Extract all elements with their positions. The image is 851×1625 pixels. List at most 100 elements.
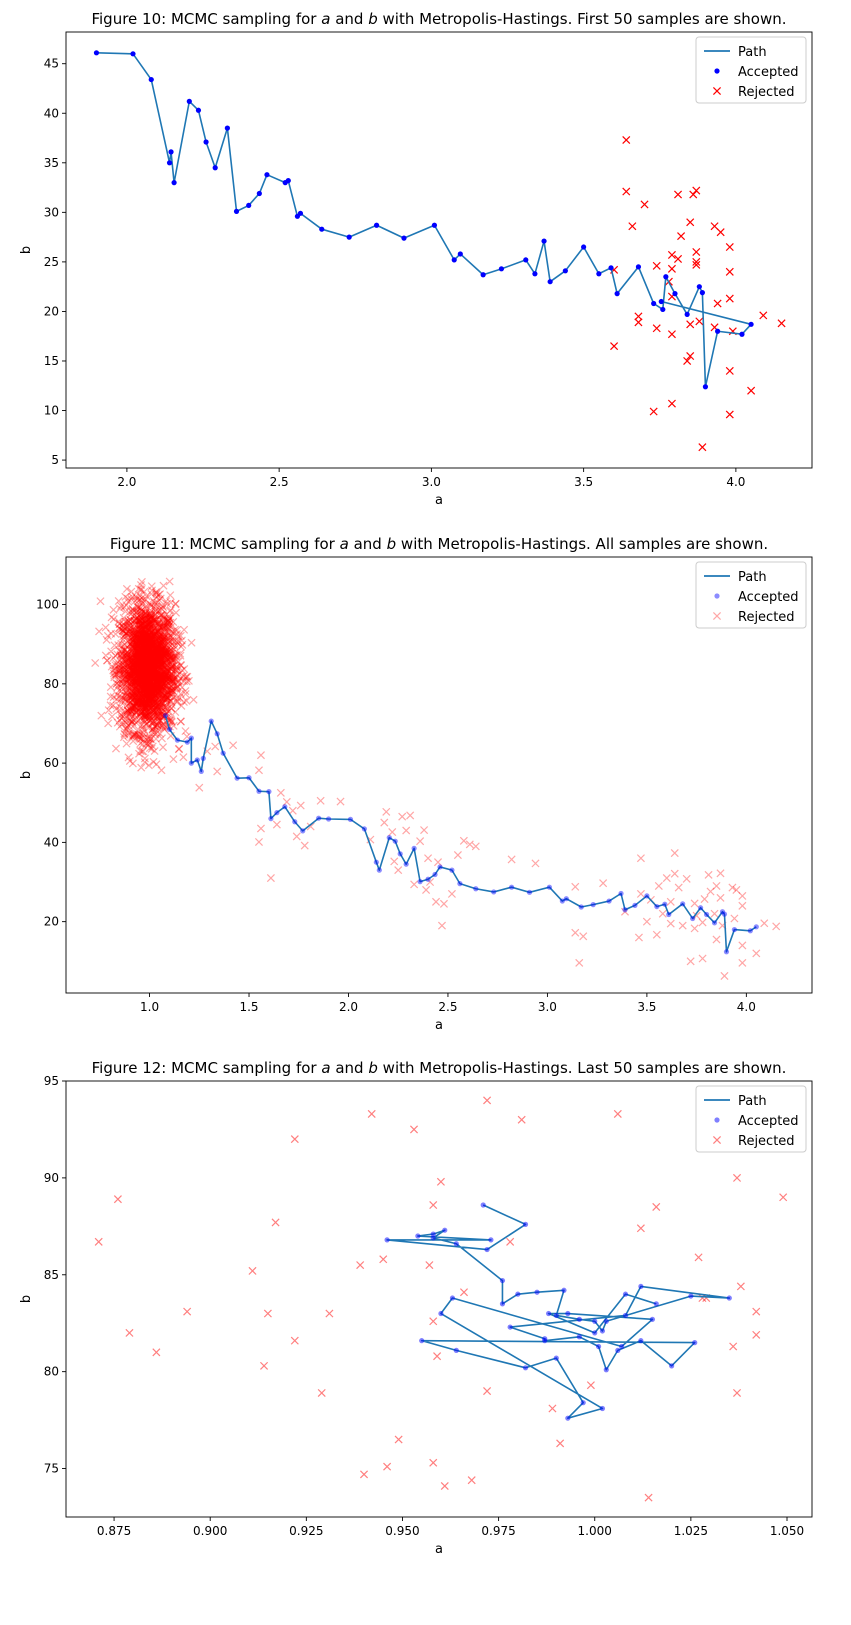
rejected-cloud-marker <box>129 683 138 693</box>
rejected-marker <box>720 971 729 980</box>
rejected-cloud-marker <box>145 660 154 669</box>
rejected-marker <box>695 317 704 326</box>
accepted-marker <box>658 298 664 305</box>
rejected-cloud-marker <box>146 657 155 666</box>
rejected-cloud-marker <box>169 671 178 680</box>
rejected-cloud-marker <box>129 629 138 638</box>
rejected-cloud-marker <box>131 699 140 708</box>
rejected-cloud-marker <box>147 633 156 642</box>
rejected-cloud-marker <box>140 671 149 680</box>
rejected-cloud-marker <box>138 697 147 706</box>
rejected-cloud-marker <box>138 672 147 681</box>
rejected-cloud-marker <box>130 631 139 640</box>
rejected-cloud-marker <box>152 665 161 674</box>
rejected-cloud-marker <box>141 703 150 712</box>
legend-path-label: Path <box>738 1094 767 1109</box>
accepted-marker <box>666 911 672 918</box>
rejected-marker <box>622 135 631 145</box>
rejected-marker <box>622 187 631 196</box>
accepted-marker <box>200 755 206 761</box>
rejected-cloud-marker <box>146 689 155 698</box>
rejected-cloud-marker <box>157 669 166 678</box>
rejected-cloud-marker <box>137 631 146 640</box>
rejected-cloud-marker <box>146 687 155 696</box>
rejected-cloud-marker <box>128 637 138 646</box>
rejected-cloud-marker <box>97 711 106 720</box>
rejected-cloud-marker <box>143 632 152 641</box>
rejected-marker <box>725 294 734 303</box>
rejected-marker <box>692 257 701 266</box>
rejected-cloud-marker <box>165 688 174 697</box>
rejected-marker <box>690 899 699 908</box>
rejected-cloud-marker <box>150 655 160 664</box>
rejected-cloud-marker <box>160 667 169 676</box>
rejected-cloud-marker <box>145 620 154 629</box>
rejected-cloud-marker <box>140 702 149 711</box>
rejected-cloud-marker <box>147 634 156 643</box>
y-tick-label: 40 <box>44 835 59 849</box>
accepted-marker <box>654 903 660 910</box>
rejected-cloud-marker <box>160 630 169 639</box>
rejected-cloud-marker <box>150 674 159 683</box>
rejected-cloud-marker <box>153 653 162 662</box>
rejected-cloud-marker <box>151 677 160 686</box>
rejected-cloud-marker <box>150 664 159 673</box>
rejected-cloud-marker <box>157 721 166 730</box>
rejected-cloud-marker <box>148 693 157 702</box>
rejected-cloud-marker <box>131 614 140 623</box>
accepted-marker <box>632 902 638 909</box>
rejected-cloud-marker <box>141 680 150 689</box>
rejected-cloud-marker <box>127 640 136 649</box>
rejected-cloud-marker <box>137 700 146 710</box>
legend-accepted-label: Accepted <box>738 590 799 605</box>
rejected-cloud-marker <box>162 656 171 665</box>
rejected-cloud-marker <box>140 708 149 717</box>
rejected-cloud-marker <box>138 665 148 674</box>
rejected-cloud-marker <box>158 685 167 694</box>
accepted-marker <box>300 828 306 834</box>
rejected-cloud-marker <box>161 664 170 673</box>
rejected-cloud-marker <box>150 638 159 647</box>
rejected-cloud-marker <box>165 671 174 680</box>
rejected-marker <box>439 899 448 908</box>
rejected-cloud-marker <box>138 664 147 673</box>
rejected-cloud-marker <box>171 665 180 674</box>
y-tick-label: 15 <box>44 354 59 368</box>
rejected-cloud-marker <box>159 699 168 708</box>
rejected-cloud-marker <box>145 710 154 719</box>
rejected-cloud-marker <box>173 683 182 692</box>
rejected-cloud-marker <box>128 672 137 682</box>
rejected-cloud-marker <box>141 648 150 657</box>
rejected-cloud-marker <box>144 693 153 702</box>
rejected-cloud-marker <box>150 624 159 633</box>
rejected-cloud-marker <box>156 654 165 663</box>
rejected-cloud-marker <box>135 685 144 694</box>
rejected-cloud-marker <box>166 654 175 663</box>
rejected-cloud-marker <box>142 675 151 684</box>
rejected-cloud-marker <box>152 653 161 662</box>
rejected-cloud-marker <box>132 665 141 674</box>
rejected-marker <box>416 837 425 846</box>
rejected-marker <box>610 342 619 351</box>
rejected-cloud-marker <box>158 671 167 680</box>
rejected-cloud-marker <box>139 646 148 655</box>
rejected-cloud-marker <box>141 632 150 641</box>
x-tick-label: 0.925 <box>289 1524 323 1538</box>
rejected-marker <box>673 254 683 263</box>
rejected-cloud-marker <box>174 632 183 641</box>
rejected-cloud-marker <box>140 618 149 627</box>
rejected-cloud-marker <box>126 709 136 718</box>
rejected-cloud-marker <box>151 628 160 637</box>
rejected-cloud-marker <box>133 672 142 681</box>
rejected-cloud-marker <box>131 678 140 687</box>
rejected-cloud-marker <box>134 641 143 650</box>
rejected-cloud-marker <box>135 672 144 681</box>
rejected-cloud-marker <box>133 661 142 670</box>
rejected-cloud-marker <box>149 666 158 675</box>
rejected-cloud-marker <box>145 611 154 620</box>
rejected-cloud-marker <box>137 674 147 683</box>
x-axis-label: a <box>435 493 443 508</box>
rejected-cloud-marker <box>149 649 158 658</box>
rejected-cloud-marker <box>137 689 146 698</box>
rejected-cloud-marker <box>142 700 151 709</box>
